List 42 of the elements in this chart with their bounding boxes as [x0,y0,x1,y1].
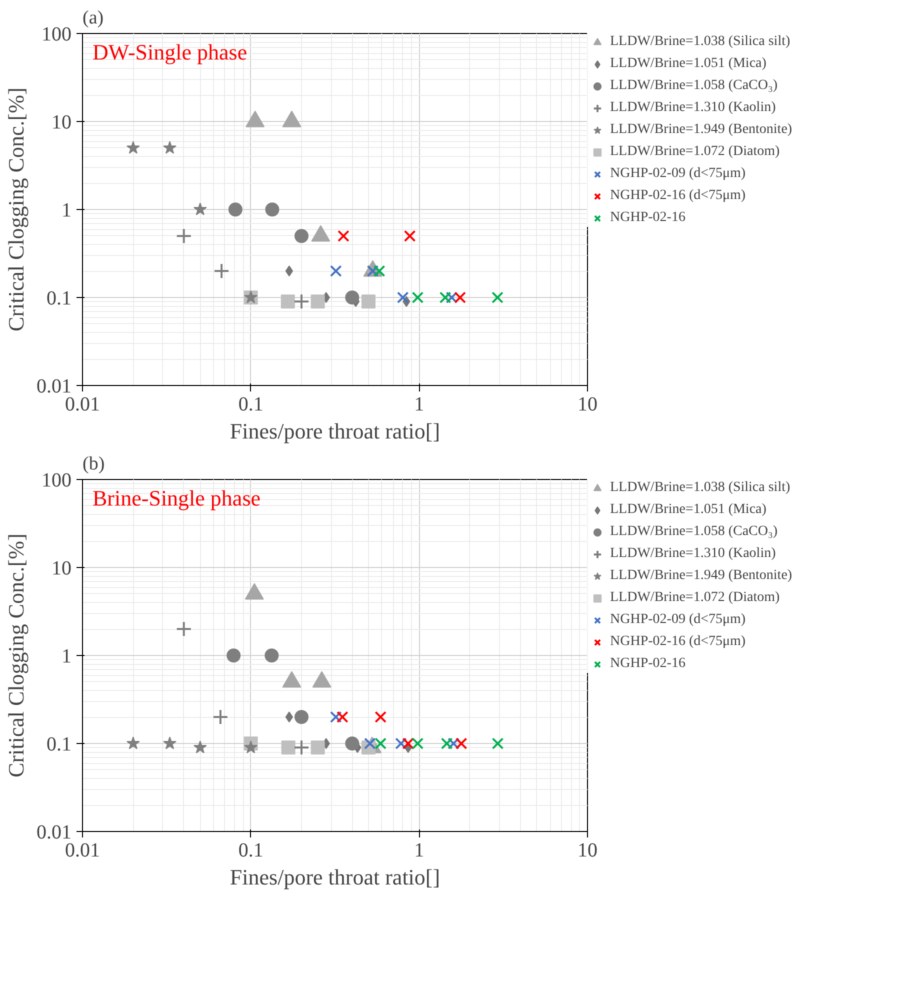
legend-label: LLDW/Brine=1.310 (Kaolin) [610,100,776,116]
y-tick-label: 100 [42,24,72,46]
legend-label: LLDW/Brine=1.310 (Kaolin) [610,546,776,562]
legend-label: LLDW/Brine=1.072 (Diatom) [610,590,780,606]
legend-label: LLDW/Brine=1.051 (Mica) [610,56,766,72]
y-tick-label: 100 [42,470,72,492]
x-axis-title: Fines/pore throat ratio[] [230,864,440,890]
x-tick-label: 1 [414,394,424,416]
legend-label: LLDW/Brine=1.058 (CaCO₃) [610,524,778,540]
legend-label: LLDW/Brine=1.949 (Bentonite) [610,122,792,138]
legend-label: NGHP-02-16 [610,210,686,226]
legend-label: NGHP-02-09 (d<75μm) [610,166,746,182]
y-tick-label: 0.01 [36,376,72,398]
x-tick-label: 0.1 [238,840,264,862]
y-tick-label: 1 [62,200,72,222]
y-tick-label: 0.1 [46,734,72,756]
x-axis-title: Fines/pore throat ratio[] [230,418,440,444]
x-tick-label: 10 [578,840,598,862]
legend-label: NGHP-02-09 (d<75μm) [610,612,746,628]
y-tick-label: 1 [62,646,72,668]
y-tick-label: 0.01 [36,822,72,844]
y-axis-title: Critical Clogging Conc.[%] [4,88,28,332]
legend-label: NGHP-02-16 (d<75μm) [610,634,746,650]
legend-label: LLDW/Brine=1.038 (Silica silt) [610,480,790,496]
y-tick-label: 10 [52,558,72,580]
legend-label: NGHP-02-16 [610,656,686,672]
x-tick-label: 0.1 [238,394,264,416]
chart-subtitle: DW-Single phase [92,40,248,64]
y-tick-label: 10 [52,112,72,134]
x-tick-label: 10 [578,394,598,416]
legend-label: LLDW/Brine=1.072 (Diatom) [610,144,780,160]
legend-label: LLDW/Brine=1.038 (Silica silt) [610,34,790,50]
y-axis-title: Critical Clogging Conc.[%] [4,534,28,778]
chart-title: (b) [82,454,105,474]
chart-title: (a) [82,8,104,28]
chart-subtitle: Brine-Single phase [92,486,261,510]
legend-label: LLDW/Brine=1.949 (Bentonite) [610,568,792,584]
legend-label: NGHP-02-16 (d<75μm) [610,188,746,204]
legend-label: LLDW/Brine=1.051 (Mica) [610,502,766,518]
x-tick-label: 1 [414,840,424,862]
y-tick-label: 0.1 [46,288,72,310]
legend-label: LLDW/Brine=1.058 (CaCO₃) [610,78,778,94]
